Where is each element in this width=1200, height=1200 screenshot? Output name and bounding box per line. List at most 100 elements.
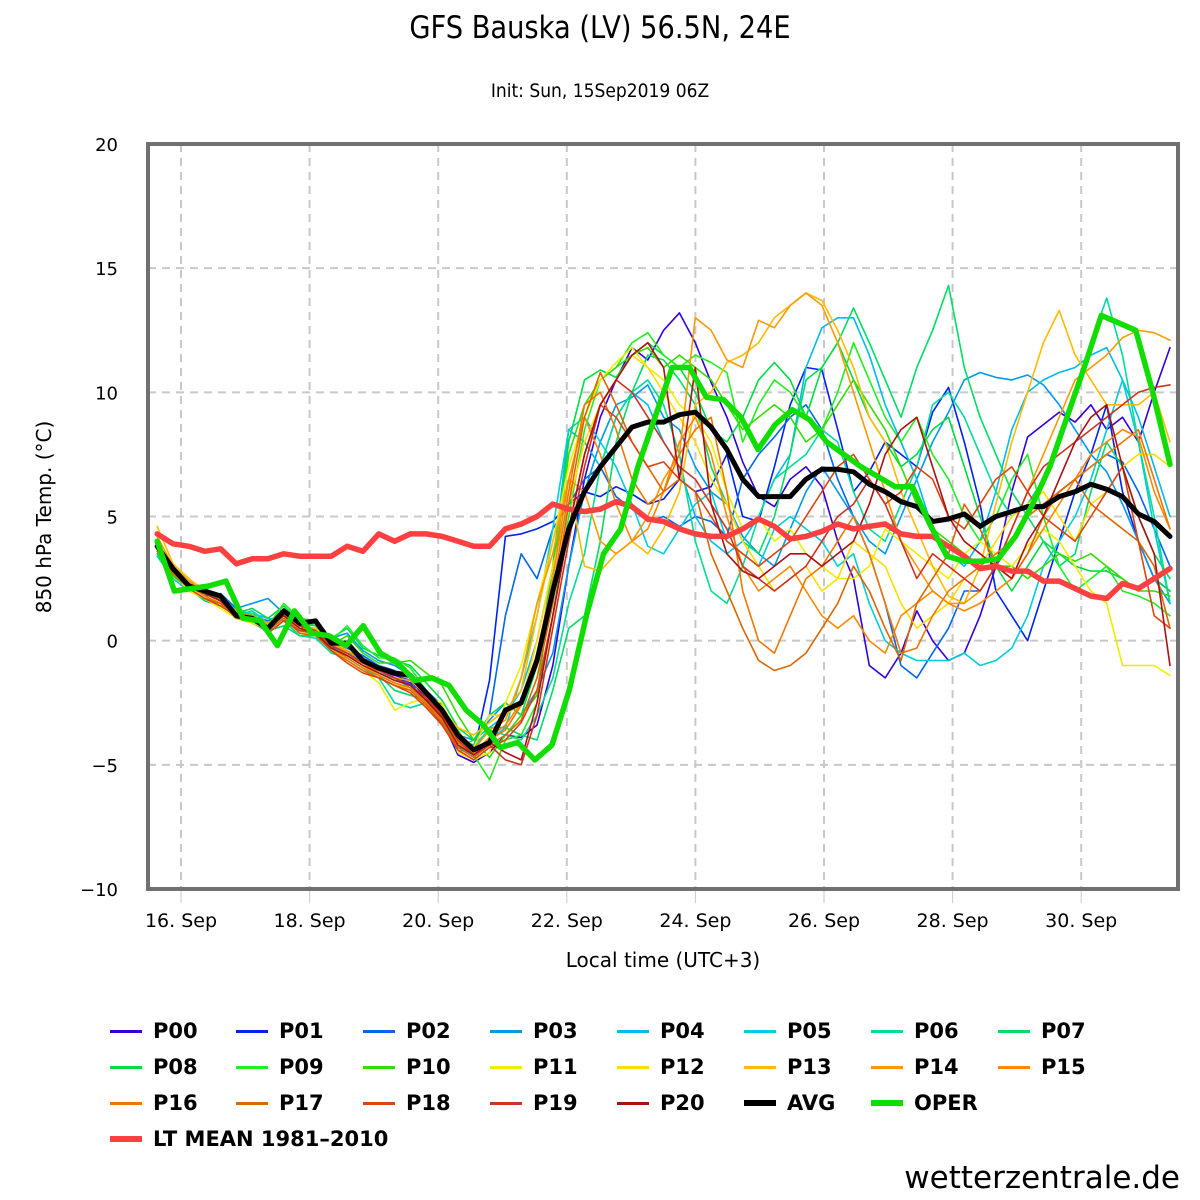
- y-tick-label: 15: [95, 259, 118, 280]
- legend-swatch: [871, 1100, 903, 1106]
- legend-item-p18[interactable]: P18: [363, 1088, 451, 1118]
- legend-label: P11: [533, 1055, 578, 1079]
- legend-label: P00: [153, 1019, 198, 1043]
- legend-label: P18: [406, 1091, 451, 1115]
- legend-label: P19: [533, 1091, 578, 1115]
- legend-label: LT MEAN 1981–2010: [153, 1127, 389, 1151]
- x-tick-label: 26. Sep: [788, 910, 860, 932]
- y-tick-label: 0: [107, 632, 118, 653]
- legend-swatch: [110, 1065, 142, 1069]
- legend-label: P17: [279, 1091, 324, 1115]
- legend-swatch: [110, 1029, 142, 1033]
- legend-label: P08: [153, 1055, 198, 1079]
- legend-item-p12[interactable]: P12: [617, 1052, 705, 1082]
- legend-swatch: [236, 1065, 268, 1069]
- legend-label: P15: [1041, 1055, 1086, 1079]
- legend-label: P13: [787, 1055, 832, 1079]
- series-line-p06: [156, 297, 1171, 754]
- legend-item-lt-mean-1981-2010[interactable]: LT MEAN 1981–2010: [110, 1124, 388, 1154]
- legend-item-p04[interactable]: P04: [617, 1016, 705, 1046]
- legend-item-oper[interactable]: OPER: [871, 1088, 978, 1118]
- legend-item-p17[interactable]: P17: [236, 1088, 324, 1118]
- series-lines: [154, 284, 1173, 781]
- legend-swatch: [490, 1065, 522, 1069]
- legend-swatch: [617, 1101, 649, 1105]
- legend-swatch: [744, 1065, 776, 1069]
- legend-swatch: [490, 1029, 522, 1033]
- legend-label: P03: [533, 1019, 578, 1043]
- legend-item-p19[interactable]: P19: [490, 1088, 578, 1118]
- y-axis-labels: −10 −5 0 5 10 15 20: [80, 135, 118, 901]
- legend-swatch: [617, 1065, 649, 1069]
- legend-item-avg[interactable]: AVG: [744, 1088, 835, 1118]
- legend-swatch: [998, 1065, 1030, 1069]
- legend-swatch: [236, 1101, 268, 1105]
- legend-item-p08[interactable]: P08: [110, 1052, 198, 1082]
- x-tick-label: 18. Sep: [274, 910, 346, 932]
- legend-item-p03[interactable]: P03: [490, 1016, 578, 1046]
- legend-swatch: [363, 1065, 395, 1069]
- legend-label: P06: [914, 1019, 959, 1043]
- legend-swatch: [110, 1101, 142, 1105]
- legend-item-p10[interactable]: P10: [363, 1052, 451, 1082]
- y-axis-title: 850 hPa Temp. (°C): [32, 421, 56, 614]
- legend-label: OPER: [914, 1091, 978, 1115]
- legend-swatch: [363, 1101, 395, 1105]
- chart-title: GFS Bauska (LV) 56.5N, 24E: [409, 10, 791, 46]
- legend-swatch: [363, 1029, 395, 1033]
- chart-subtitle: Init: Sun, 15Sep2019 06Z: [490, 80, 710, 102]
- series-line-p18: [156, 403, 1171, 761]
- legend-swatch: [110, 1136, 142, 1142]
- x-tick-label: 28. Sep: [917, 910, 989, 932]
- x-tick-label: 16. Sep: [145, 910, 217, 932]
- x-axis-title: Local time (UTC+3): [566, 948, 760, 972]
- legend-item-p06[interactable]: P06: [871, 1016, 959, 1046]
- y-tick-label: −10: [80, 880, 118, 901]
- legend-item-p02[interactable]: P02: [363, 1016, 451, 1046]
- legend-label: P14: [914, 1055, 959, 1079]
- y-tick-label: −5: [91, 756, 118, 777]
- legend-label: P04: [660, 1019, 705, 1043]
- series-line-lt-mean-1981-2010: [154, 498, 1173, 602]
- legend-swatch: [744, 1029, 776, 1033]
- legend-item-p11[interactable]: P11: [490, 1052, 578, 1082]
- legend-item-p07[interactable]: P07: [998, 1016, 1086, 1046]
- legend-label: P09: [279, 1055, 324, 1079]
- legend-item-p01[interactable]: P01: [236, 1016, 324, 1046]
- y-tick-label: 20: [95, 135, 118, 156]
- legend-swatch: [998, 1029, 1030, 1033]
- legend-label: P07: [1041, 1019, 1086, 1043]
- x-tick-label: 30. Sep: [1045, 910, 1117, 932]
- legend-item-p14[interactable]: P14: [871, 1052, 959, 1082]
- legend-item-p09[interactable]: P09: [236, 1052, 324, 1082]
- legend-label: P02: [406, 1019, 451, 1043]
- legend-label: AVG: [787, 1091, 836, 1115]
- legend-item-p16[interactable]: P16: [110, 1088, 198, 1118]
- legend-label: P20: [660, 1091, 705, 1115]
- legend-label: P12: [660, 1055, 705, 1079]
- y-tick-label: 5: [107, 508, 118, 529]
- legend-label: P05: [787, 1019, 832, 1043]
- legend-item-p20[interactable]: P20: [617, 1088, 705, 1118]
- legend-item-p00[interactable]: P00: [110, 1016, 198, 1046]
- legend-label: P10: [406, 1055, 451, 1079]
- x-axis-ticks: [180, 889, 1082, 903]
- legend-swatch: [871, 1065, 903, 1069]
- legend-item-p05[interactable]: P05: [744, 1016, 832, 1046]
- legend-item-p15[interactable]: P15: [998, 1052, 1086, 1082]
- legend-swatch: [490, 1101, 522, 1105]
- chart-canvas: −10 −5 0 5 10 15 20 16. Sep 18. Sep 20. Sep 22. S…: [32, 135, 1180, 972]
- x-tick-label: 20. Sep: [402, 910, 474, 932]
- legend-swatch: [744, 1100, 776, 1106]
- legend-swatch: [871, 1029, 903, 1033]
- x-tick-label: 22. Sep: [531, 910, 603, 932]
- credit-watermark: wetterzentrale.de: [904, 1160, 1180, 1196]
- x-axis-labels: 16. Sep 18. Sep 20. Sep 22. Sep 24. Sep 26. S…: [145, 910, 1117, 932]
- y-tick-label: 10: [95, 383, 118, 404]
- legend-swatch: [617, 1029, 649, 1033]
- series-line-oper: [154, 312, 1173, 763]
- legend-label: P01: [279, 1019, 324, 1043]
- plot-frame: [146, 142, 1180, 891]
- legend-swatch: [236, 1029, 268, 1033]
- legend-item-p13[interactable]: P13: [744, 1052, 832, 1082]
